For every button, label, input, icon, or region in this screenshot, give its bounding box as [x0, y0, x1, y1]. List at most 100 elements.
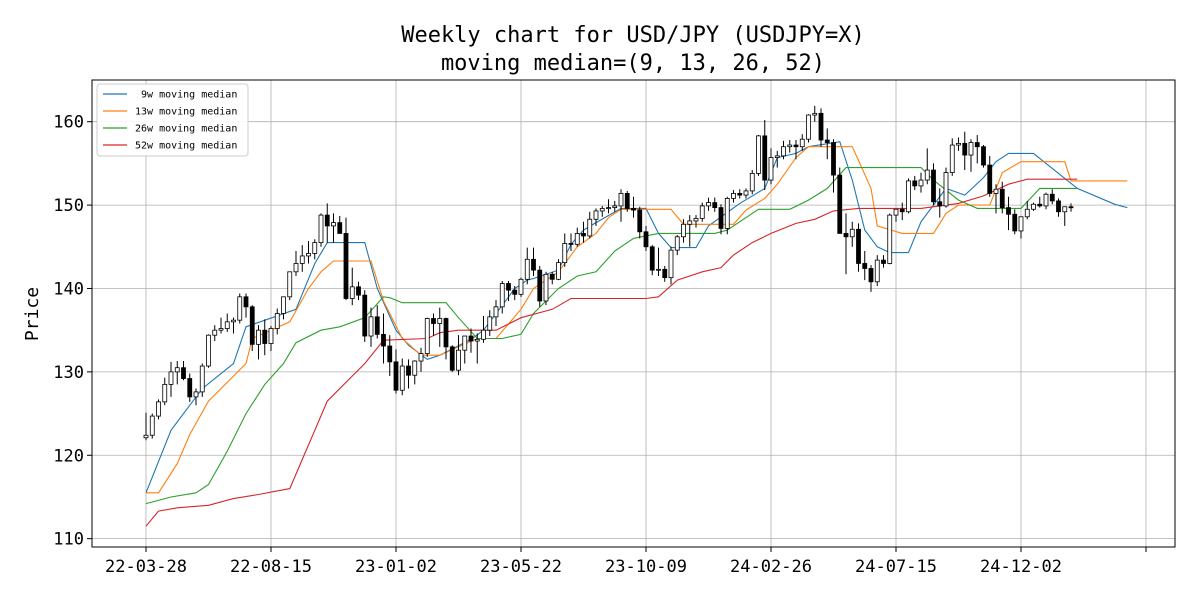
- x-tick-label: 23-01-02: [355, 557, 437, 577]
- candle: [374, 305, 380, 339]
- candle-body: [474, 338, 480, 342]
- candle: [243, 293, 249, 318]
- candle: [331, 213, 336, 243]
- candle: [981, 145, 986, 168]
- candle: [168, 361, 174, 397]
- candle-body: [1049, 193, 1055, 202]
- candle: [149, 413, 155, 439]
- candle-body: [431, 318, 436, 324]
- series-line: [145, 178, 1078, 527]
- candle: [762, 120, 768, 191]
- candle: [743, 188, 749, 199]
- candle-body: [387, 345, 393, 363]
- candle-body: [487, 316, 493, 331]
- candle: [949, 138, 955, 176]
- candle-body: [356, 286, 361, 296]
- candle: [724, 196, 730, 235]
- candle-body: [281, 296, 286, 314]
- chart-subtitle: moving median=(9, 13, 26, 52): [441, 51, 825, 76]
- candle: [662, 265, 668, 282]
- y-tick-label: 160: [53, 113, 84, 133]
- candle-body: [631, 208, 636, 211]
- moving-median-lines: [145, 141, 1128, 527]
- candle: [537, 265, 543, 307]
- candle: [687, 215, 693, 247]
- candle: [818, 108, 824, 147]
- candle-body: [606, 207, 611, 209]
- candle: [849, 221, 855, 247]
- candle-body: [293, 263, 299, 273]
- candle-body: [812, 112, 818, 116]
- candle-body: [737, 193, 743, 196]
- candle-body: [824, 139, 830, 143]
- candle: [1012, 209, 1018, 235]
- candle-body: [856, 228, 861, 264]
- candle: [293, 250, 299, 276]
- candle-body: [1006, 207, 1011, 215]
- candle: [468, 328, 474, 353]
- candle-body: [349, 286, 355, 299]
- candle: [612, 200, 618, 212]
- candle-body: [1043, 193, 1049, 207]
- candle: [637, 206, 643, 239]
- candle-body: [524, 258, 530, 280]
- y-axis-label: Price: [22, 287, 43, 341]
- candle: [1062, 206, 1068, 226]
- candle: [837, 167, 843, 234]
- candle-body: [768, 157, 774, 181]
- candle-body: [724, 198, 730, 229]
- candle: [918, 172, 924, 193]
- candle-body: [887, 214, 893, 264]
- candle-body: [312, 242, 318, 254]
- candle-body: [299, 255, 305, 264]
- candle: [993, 184, 999, 214]
- y-tick-label: 120: [53, 446, 84, 466]
- candle-body: [468, 335, 474, 342]
- candle-body: [781, 146, 786, 157]
- candle-body: [1018, 216, 1024, 232]
- candles: [143, 105, 1074, 441]
- x-tick-label: 24-12-02: [980, 557, 1062, 577]
- candle-body: [574, 233, 580, 245]
- candle-body: [949, 144, 955, 173]
- candle: [218, 317, 224, 334]
- candle-body: [149, 415, 155, 436]
- candle: [481, 316, 486, 343]
- series-line: [145, 167, 1078, 505]
- candle-body: [756, 135, 761, 174]
- candle-body: [549, 273, 555, 280]
- legend-label: 9w moving median: [135, 90, 237, 101]
- candle: [1043, 192, 1049, 210]
- candle-body: [568, 243, 574, 245]
- candle: [412, 360, 418, 385]
- candle: [237, 293, 243, 324]
- candle-body: [1062, 206, 1068, 213]
- candle: [1006, 196, 1011, 231]
- candle: [787, 140, 793, 153]
- candle: [224, 313, 230, 332]
- candle-body: [999, 188, 1005, 208]
- candle: [843, 213, 849, 275]
- y-tick-label: 110: [53, 530, 84, 550]
- candle: [874, 255, 880, 286]
- candle: [256, 325, 261, 360]
- y-tick-label: 130: [53, 363, 84, 383]
- candle-body: [543, 273, 549, 302]
- candle: [268, 326, 274, 352]
- candle: [262, 319, 268, 356]
- candle-body: [456, 349, 461, 371]
- candle: [774, 150, 780, 168]
- candle-body: [918, 179, 924, 187]
- candle: [943, 167, 949, 208]
- candle: [381, 313, 386, 364]
- candle: [606, 199, 611, 214]
- candle: [181, 361, 186, 381]
- series-line: [146, 146, 1128, 494]
- candle: [587, 211, 593, 239]
- candle-body: [212, 329, 218, 336]
- candle-body: [687, 220, 693, 225]
- candle-body: [937, 201, 943, 207]
- candle-body: [406, 365, 411, 376]
- candle: [693, 215, 699, 228]
